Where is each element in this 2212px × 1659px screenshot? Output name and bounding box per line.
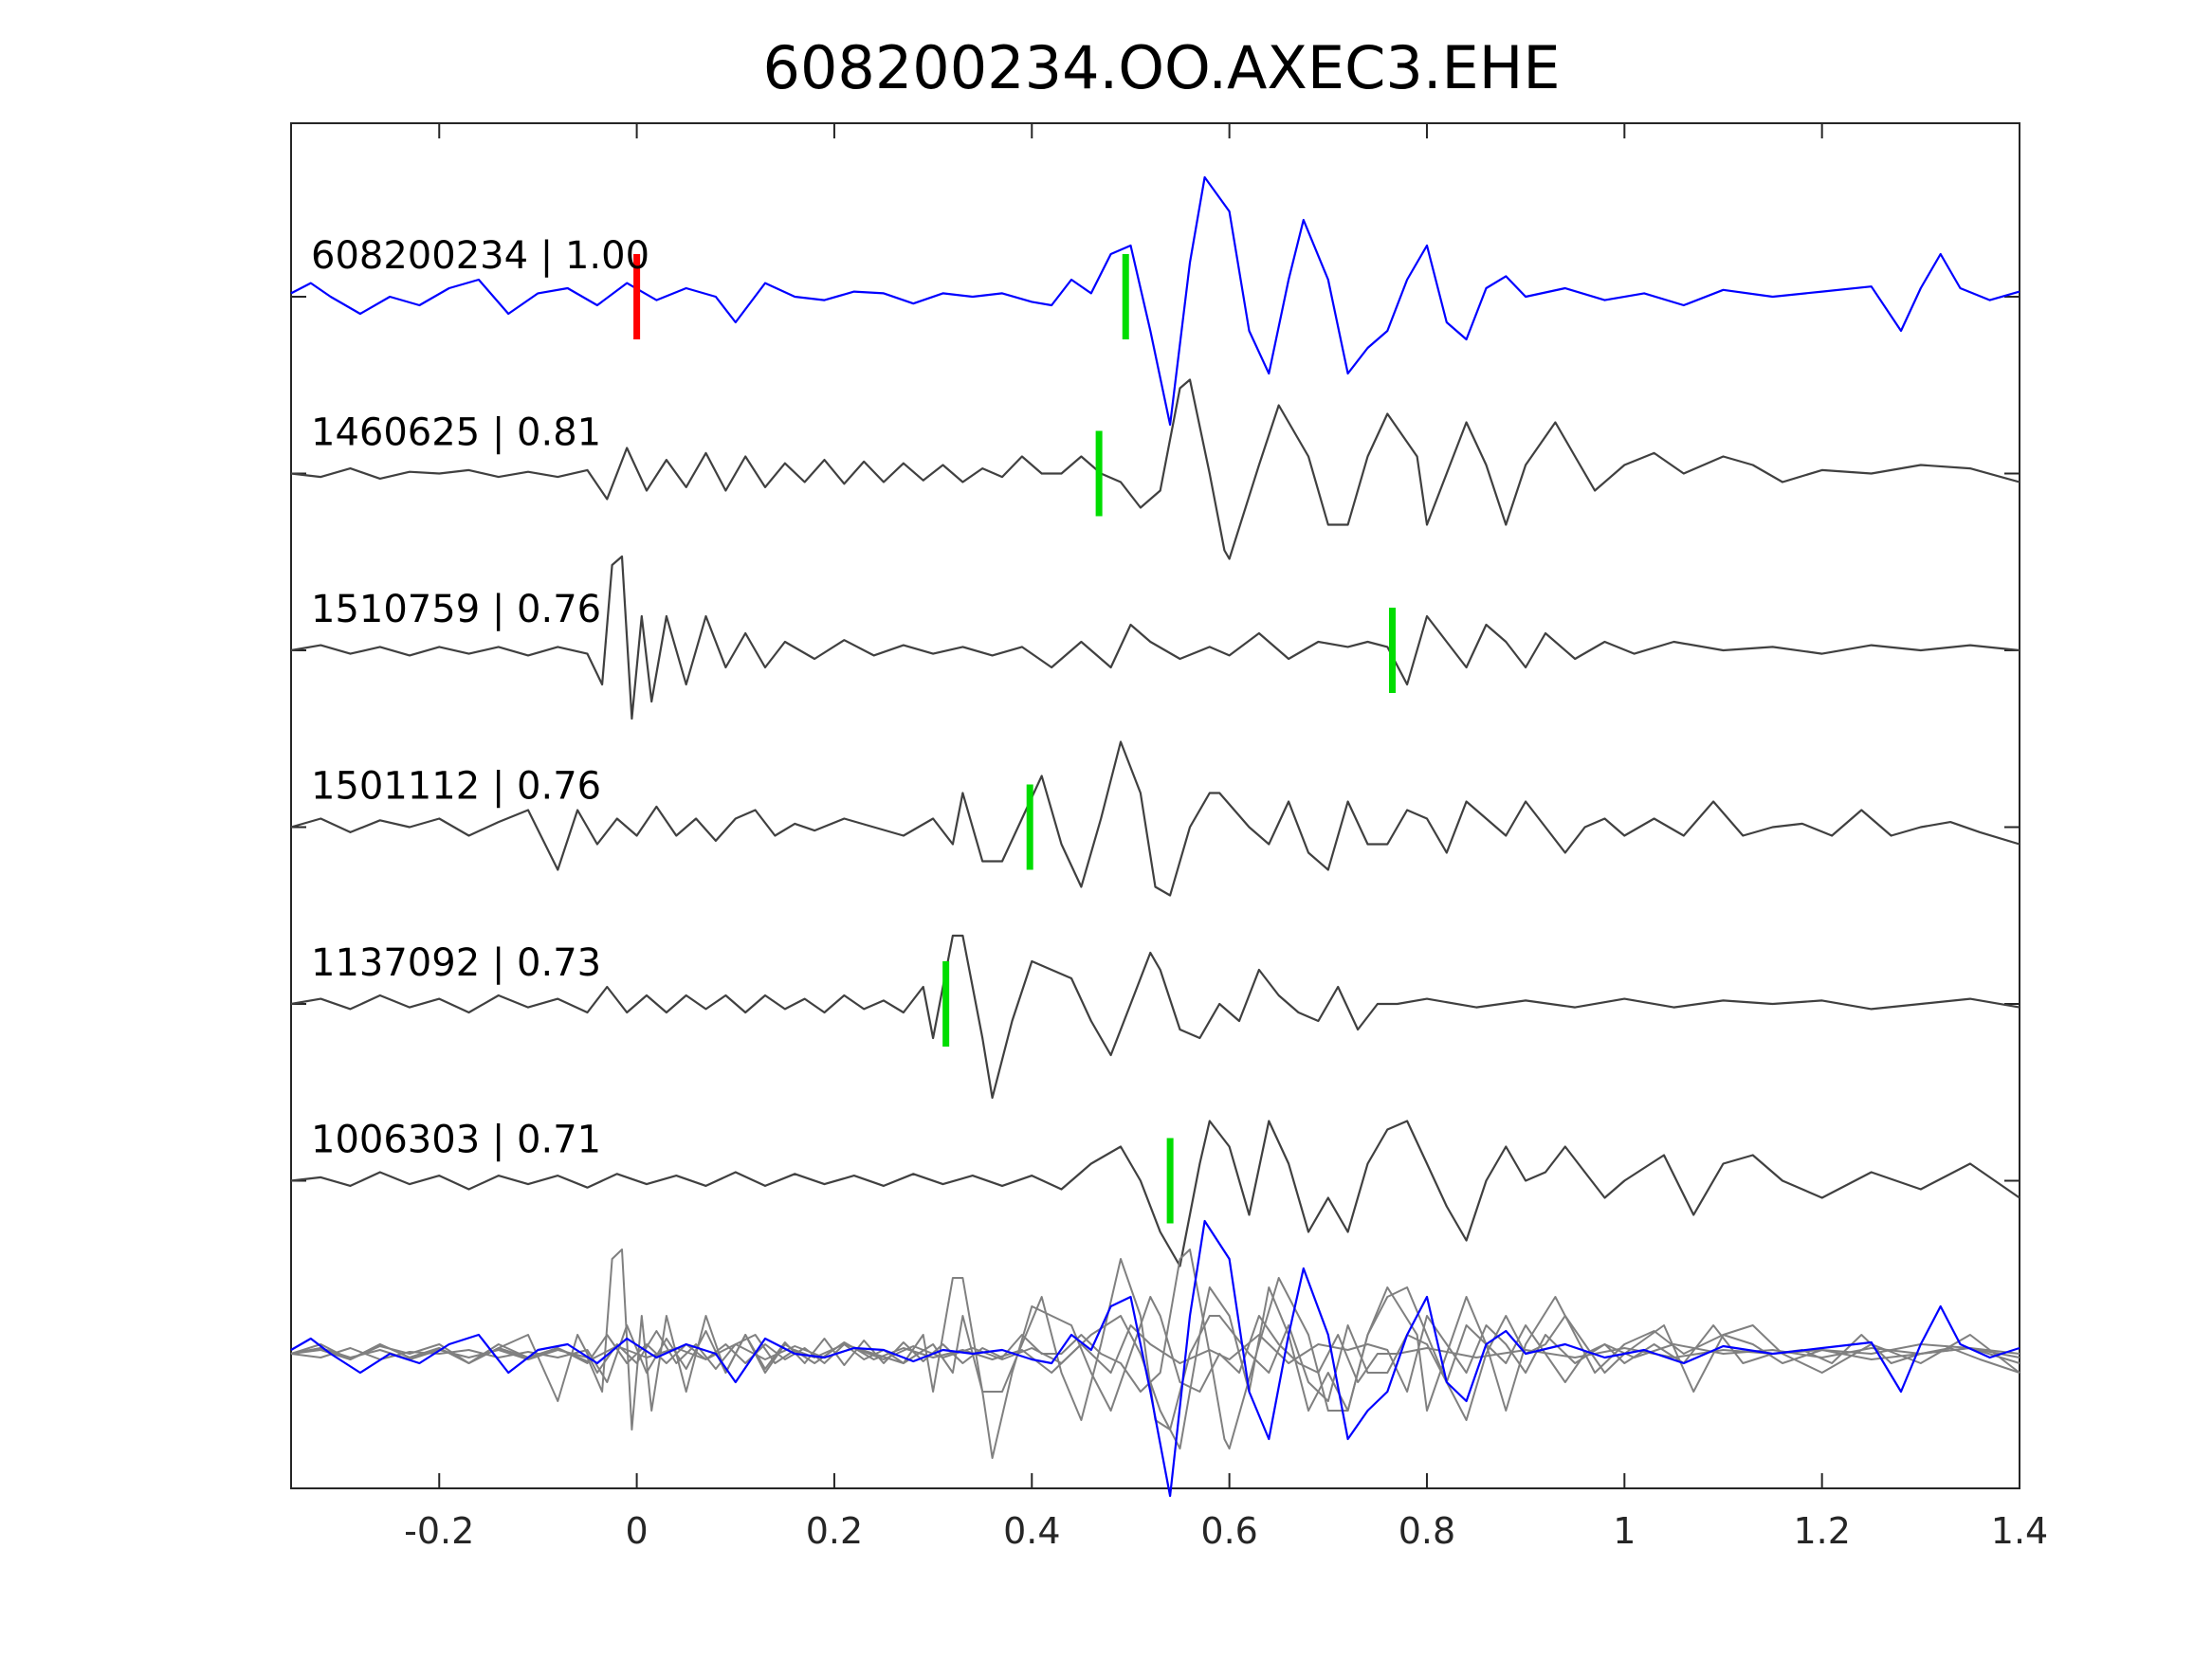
x-tick-label: 1.2 xyxy=(1793,1510,1850,1552)
x-tick-label: 0.4 xyxy=(1003,1510,1060,1552)
overlay-trace-1510759 xyxy=(290,1249,2020,1431)
trace-stack xyxy=(290,175,2020,1267)
overlay-stack xyxy=(290,1219,2020,1498)
overlay-trace-608200234 xyxy=(290,1219,2020,1498)
pick-markers xyxy=(633,254,1397,1224)
trace-label-1006303: 1006303 | 0.71 xyxy=(311,1119,601,1162)
trace-label-1510759: 1510759 | 0.76 xyxy=(311,588,601,631)
trace-608200234 xyxy=(290,175,2020,427)
chart-title: 608200234.OO.AXEC3.EHE xyxy=(763,33,1561,102)
x-tick-label: 0.8 xyxy=(1398,1510,1455,1552)
x-axis-tick-labels: -0.2 0 0.2 0.4 0.6 0.8 1 1.2 1.4 xyxy=(404,1510,2048,1552)
trace-1510759 xyxy=(290,555,2020,720)
x-tick-label: 0 xyxy=(626,1510,649,1552)
x-tick-label: 1.4 xyxy=(1991,1510,2048,1552)
trace-label-1460625: 1460625 | 0.81 xyxy=(311,411,601,455)
x-tick-label: 0.6 xyxy=(1200,1510,1257,1552)
trace-1137092 xyxy=(290,934,2020,1100)
trace-label-1501112: 1501112 | 0.76 xyxy=(311,765,601,809)
trace-1501112 xyxy=(290,740,2020,897)
trace-1006303 xyxy=(290,1120,2020,1267)
trace-labels: 608200234 | 1.00 1460625 | 0.81 1510759 | … xyxy=(311,234,649,1162)
x-tick-label: 1 xyxy=(1613,1510,1636,1552)
overlay-trace-1501112 xyxy=(290,1258,2020,1431)
trace-label-1137092: 1137092 | 0.73 xyxy=(311,941,601,985)
overlay-trace-1006303 xyxy=(290,1286,2020,1449)
x-tick-label: -0.2 xyxy=(404,1510,474,1552)
trace-label-608200234: 608200234 | 1.00 xyxy=(311,234,649,278)
x-tick-label: 0.2 xyxy=(806,1510,863,1552)
overlay-trace-1137092 xyxy=(290,1277,2020,1459)
